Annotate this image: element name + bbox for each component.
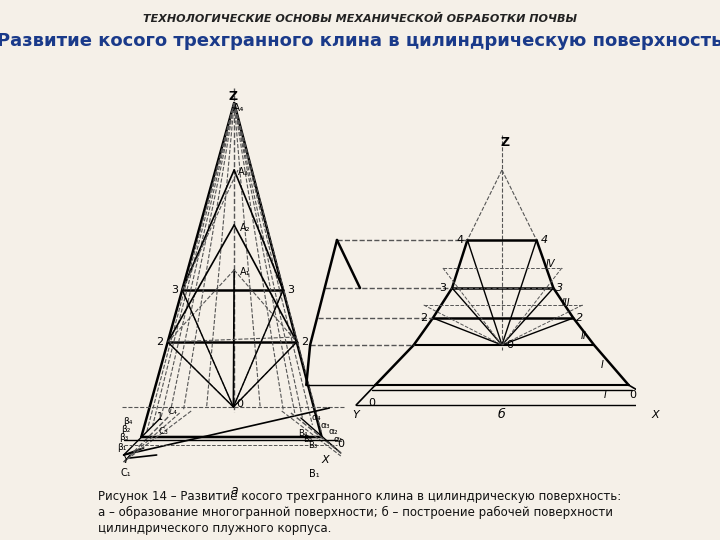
Text: A₄: A₄ — [233, 103, 245, 113]
Text: 0: 0 — [337, 439, 344, 449]
Text: B₂: B₂ — [303, 435, 312, 444]
Text: 2: 2 — [420, 313, 427, 323]
Text: β₂: β₂ — [121, 426, 130, 435]
Text: α₄: α₄ — [312, 414, 321, 422]
Text: IV: IV — [546, 259, 555, 269]
Text: C₃: C₃ — [158, 428, 168, 436]
Text: C₁: C₁ — [121, 468, 131, 478]
Text: A₂: A₂ — [240, 223, 250, 233]
Text: A₁: A₁ — [240, 267, 250, 277]
Text: I: I — [604, 390, 607, 400]
Text: а: а — [230, 483, 238, 496]
Text: β₄: β₄ — [124, 417, 133, 427]
Text: Z: Z — [228, 90, 237, 103]
Text: β₃: β₃ — [119, 434, 128, 442]
Text: B₄: B₄ — [299, 429, 308, 438]
Text: б: б — [498, 408, 506, 422]
Text: α₁: α₁ — [333, 435, 343, 444]
Text: β₁: β₁ — [117, 443, 126, 453]
Text: 3: 3 — [556, 283, 563, 293]
Text: B₁: B₁ — [309, 469, 319, 479]
Text: а – образование многогранной поверхности; б – построение рабочей поверхности: а – образование многогранной поверхности… — [98, 506, 613, 519]
Text: 4: 4 — [541, 235, 548, 245]
Text: C₄: C₄ — [168, 408, 178, 416]
Text: Рисунок 14 – Развитие косого трехгранного клина в цилиндрическую поверхность:: Рисунок 14 – Развитие косого трехгранног… — [98, 490, 621, 503]
Text: 0: 0 — [368, 398, 375, 408]
Text: α₂: α₂ — [328, 428, 338, 436]
Text: 0: 0 — [506, 340, 513, 350]
Text: X: X — [322, 455, 329, 465]
Text: III: III — [562, 298, 570, 308]
Text: Y: Y — [122, 455, 130, 465]
Text: 3: 3 — [287, 285, 294, 295]
Text: 3: 3 — [171, 285, 178, 295]
Text: 3: 3 — [439, 283, 446, 293]
Text: 2: 2 — [301, 337, 308, 347]
Text: 0: 0 — [236, 399, 243, 409]
Text: Развитие косого трехгранного клина в цилиндрическую поверхность: Развитие косого трехгранного клина в цил… — [0, 32, 720, 50]
Text: B₃: B₃ — [308, 442, 317, 450]
Text: Y: Y — [353, 410, 359, 420]
Text: 0: 0 — [629, 390, 636, 400]
Text: 2: 2 — [156, 337, 163, 347]
Text: I: I — [600, 360, 603, 370]
Text: A₃: A₃ — [238, 167, 248, 177]
Text: ТЕХНОЛОГИЧЕСКИЕ ОСНОВЫ МЕХАНИЧЕСКОЙ ОБРАБОТКИ ПОЧВЫ: ТЕХНОЛОГИЧЕСКИЕ ОСНОВЫ МЕХАНИЧЕСКОЙ ОБРА… — [143, 14, 577, 24]
Text: α₃: α₃ — [320, 421, 330, 429]
Text: X: X — [652, 410, 660, 420]
Text: 2: 2 — [576, 313, 583, 323]
Text: 4: 4 — [456, 235, 463, 245]
Text: Z: Z — [500, 137, 510, 150]
Text: 1: 1 — [158, 412, 163, 422]
Text: II: II — [581, 331, 587, 341]
Text: цилиндрического плужного корпуса.: цилиндрического плужного корпуса. — [98, 522, 331, 535]
